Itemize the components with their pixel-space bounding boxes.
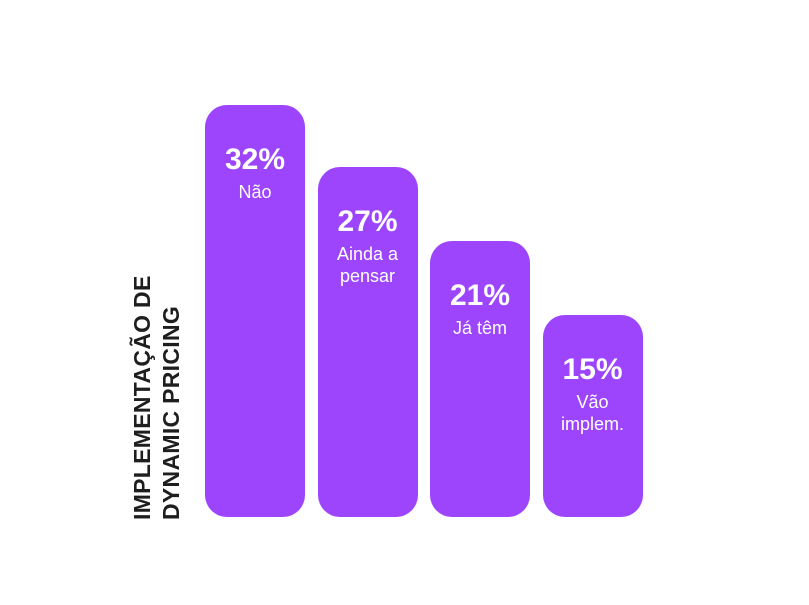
value-label: 27% (337, 204, 398, 238)
chart-title: IMPLEMENTAÇÃO DE DYNAMIC PRICING (129, 275, 184, 520)
category-label: Já têm (452, 317, 508, 338)
category-label: Ainda a pensar (336, 243, 399, 286)
bar (205, 105, 305, 517)
bar (542, 314, 643, 517)
value-label: 21% (449, 278, 511, 312)
category-label: Vão implem. (560, 391, 624, 434)
bar (317, 166, 418, 517)
bar (430, 240, 530, 517)
value-label: 15% (562, 352, 623, 386)
category-label: Não (238, 182, 272, 203)
value-label: 32% (224, 143, 286, 177)
